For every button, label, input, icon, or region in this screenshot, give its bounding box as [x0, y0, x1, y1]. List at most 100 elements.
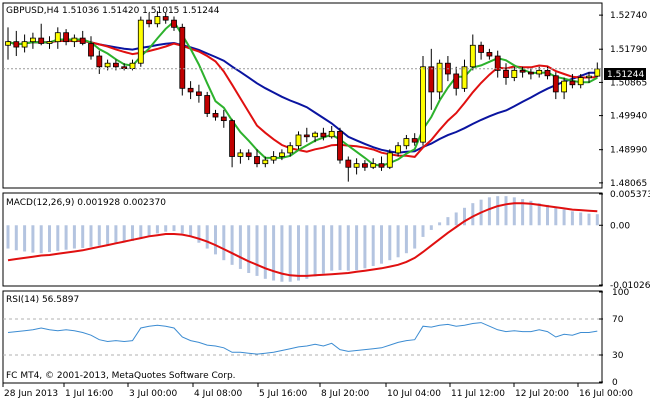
macd-panel-frame [2, 192, 603, 287]
time-tick-label: 3 Jul 00:00 [129, 389, 178, 399]
macd-histogram-bar [48, 225, 51, 253]
bull-candle [469, 44, 476, 68]
current-price-tag [604, 68, 646, 80]
bear-candle [503, 69, 509, 78]
bull-candle [137, 19, 144, 64]
macd-signal-line [7, 202, 598, 277]
macd-histogram-bar [122, 225, 126, 243]
macd-histogram-bar [56, 225, 60, 251]
macd-signal-path [7, 202, 598, 277]
bear-candle [478, 44, 485, 53]
price-tick-label: 1.50865 [610, 78, 647, 88]
bull-candle [511, 69, 518, 78]
bear-candle [88, 43, 94, 57]
price-tick-label: 1.48065 [610, 179, 647, 189]
bull-candle [370, 163, 377, 168]
macd-histogram-bar [454, 212, 458, 226]
macd-tick-label: 0.005373 [610, 190, 650, 200]
macd-histogram-bar [230, 225, 234, 265]
bear-candle [337, 130, 343, 161]
macd-histogram-bar [247, 225, 251, 273]
bull-candle [577, 77, 584, 86]
macd-histogram-bar [280, 225, 284, 282]
bull-candle [154, 16, 161, 25]
bear-candle [345, 159, 352, 168]
bull-candle [386, 152, 393, 168]
macd-histogram-bar [180, 225, 184, 234]
bull-candle [594, 68, 601, 77]
macd-histogram-bar [504, 196, 508, 226]
macd-histogram-bar [404, 225, 408, 254]
macd-histogram-bar [172, 225, 176, 232]
macd-histogram-bar [529, 200, 533, 226]
time-tick-label: 5 Jul 16:00 [259, 389, 308, 399]
rsi-panel-label: RSI(14) 56.5897 [6, 295, 79, 305]
bull-candle [270, 156, 277, 161]
time-tick-label: 12 Jul 20:00 [515, 389, 569, 399]
price-tick-label: 1.49940 [610, 112, 647, 122]
macd-histogram-bar [164, 225, 168, 232]
price-panel[interactable]: 1.52740 1.51790 1.50865 1.49940 1.48990 1.480… [2, 2, 647, 189]
rsi-panel[interactable]: 100 70 30 0 RSI(14) 56.5897 FC MT4, © 2001-… [2, 288, 629, 388]
bull-candle [5, 41, 11, 46]
time-tick-label: 4 Jul 08:00 [194, 389, 243, 399]
bear-candle [220, 116, 227, 122]
macd-histogram-bar [330, 225, 334, 271]
bull-candle [461, 66, 468, 89]
macd-tick-label: 0.00 [610, 221, 630, 231]
macd-histogram-bar [371, 225, 375, 267]
bull-candle [71, 37, 78, 43]
macd-histogram-bar [131, 225, 134, 241]
bear-candle [96, 55, 103, 68]
macd-histogram-bar [579, 212, 583, 226]
macd-histogram-bar [197, 225, 201, 243]
rsi-line [7, 322, 598, 355]
macd-histogram-bar [346, 225, 350, 271]
macd-histogram-bar [31, 225, 35, 253]
macd-histogram-bar [421, 225, 425, 237]
macd-panel-label: MACD(12,26,9) 0.001928 0.002370 [6, 198, 166, 208]
time-axis: 28 Jun 2013 1 Jul 16:00 3 Jul 00:00 4 Jul 0… [2, 383, 633, 399]
macd-panel[interactable]: 0.005373 0.00 -0.010263 MACD(12,26,9) 0.00… [2, 190, 650, 291]
macd-histogram-bar [562, 209, 566, 226]
bear-candle [171, 19, 177, 28]
macd-histogram-bar [288, 225, 292, 282]
time-tick-label: 11 Jul 12:00 [451, 389, 505, 399]
macd-histogram-bar [313, 225, 317, 277]
bear-candle [13, 41, 20, 48]
bear-candle [569, 80, 576, 86]
macd-histogram-bar [305, 225, 309, 279]
bull-candle [237, 152, 244, 157]
macd-histogram-bar [338, 225, 342, 271]
macd-histogram-bar [238, 225, 242, 269]
copyright-text: FC MT4, © 2001-2013, MetaQuotes Software… [6, 371, 236, 381]
price-tick-label: 1.48990 [610, 146, 647, 156]
bear-candle [428, 66, 435, 93]
bear-candle [146, 19, 153, 25]
macd-histogram-bar [81, 225, 85, 248]
bull-candle [403, 138, 410, 147]
bear-candle [212, 113, 219, 118]
macd-histogram-bar [321, 225, 325, 274]
macd-histogram-bar [255, 225, 259, 276]
bear-candle [254, 156, 260, 165]
bull-candle [312, 132, 319, 138]
bear-candle [303, 134, 310, 138]
macd-histogram-bar [6, 225, 10, 249]
bull-candle [46, 41, 53, 44]
macd-histogram-bar [487, 197, 491, 226]
macd-histogram-bar [496, 196, 500, 226]
macd-histogram-bar [23, 225, 27, 252]
bull-candle [536, 69, 543, 75]
bull-candle [295, 134, 302, 147]
bear-candle [113, 62, 119, 68]
rsi-path [7, 322, 598, 355]
bull-candle [262, 159, 269, 165]
bear-candle [204, 95, 211, 114]
bull-candle [353, 163, 360, 168]
bull-candle [586, 75, 592, 79]
macd-histogram-bar [446, 217, 450, 226]
macd-histogram-bar [147, 225, 151, 236]
rsi-tick-label: 70 [612, 315, 624, 325]
